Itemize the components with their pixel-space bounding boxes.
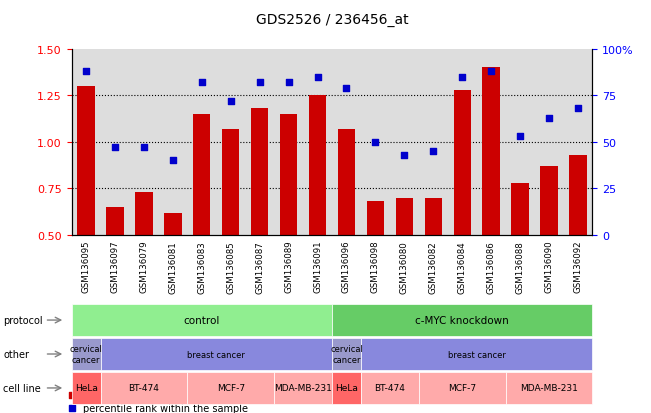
Bar [424, 198, 442, 235]
Point [81, 69, 91, 75]
Text: cervical
cancer: cervical cancer [330, 344, 363, 364]
Text: count: count [83, 390, 110, 400]
Text: HeLa: HeLa [75, 384, 98, 392]
Point [67, 405, 77, 411]
Text: BT-474: BT-474 [128, 384, 159, 392]
Text: MCF-7: MCF-7 [217, 384, 245, 392]
Point [283, 80, 294, 86]
Bar [106, 207, 124, 235]
Text: breast cancer: breast cancer [187, 350, 245, 358]
Text: cell line: cell line [3, 383, 41, 393]
Point [544, 115, 554, 122]
Text: breast cancer: breast cancer [448, 350, 506, 358]
Point [486, 69, 496, 75]
Text: percentile rank within the sample: percentile rank within the sample [83, 403, 247, 413]
Text: other: other [3, 349, 29, 359]
Point [399, 152, 409, 159]
Text: protocol: protocol [3, 315, 43, 325]
Text: MCF-7: MCF-7 [448, 384, 477, 392]
Bar [454, 90, 471, 235]
Point [110, 145, 120, 152]
Point [573, 106, 583, 112]
Point [457, 74, 467, 81]
Text: GDS2526 / 236456_at: GDS2526 / 236456_at [256, 13, 408, 27]
Point [67, 392, 77, 399]
Text: c-MYC knockdown: c-MYC knockdown [415, 315, 509, 325]
Bar [77, 87, 95, 235]
Point [197, 80, 207, 86]
Bar [251, 109, 268, 235]
Text: HeLa: HeLa [335, 384, 358, 392]
Text: cervical
cancer: cervical cancer [70, 344, 102, 364]
Point [139, 145, 149, 152]
Bar [222, 130, 240, 235]
Bar [540, 167, 558, 235]
Bar [569, 156, 587, 235]
Text: BT-474: BT-474 [374, 384, 406, 392]
Bar [482, 68, 500, 235]
Bar [280, 115, 298, 235]
Text: control: control [184, 315, 220, 325]
Point [341, 85, 352, 92]
Point [255, 80, 265, 86]
Bar [164, 213, 182, 235]
Text: MDA-MB-231: MDA-MB-231 [520, 384, 578, 392]
Point [312, 74, 323, 81]
Bar [396, 198, 413, 235]
Bar [309, 96, 326, 235]
Point [515, 134, 525, 140]
Point [370, 139, 381, 146]
Point [168, 158, 178, 164]
Bar [367, 202, 384, 235]
Bar [135, 192, 152, 235]
Bar [512, 183, 529, 235]
Point [225, 98, 236, 105]
Bar [338, 130, 355, 235]
Text: MDA-MB-231: MDA-MB-231 [274, 384, 332, 392]
Point [428, 149, 439, 155]
Bar [193, 115, 210, 235]
